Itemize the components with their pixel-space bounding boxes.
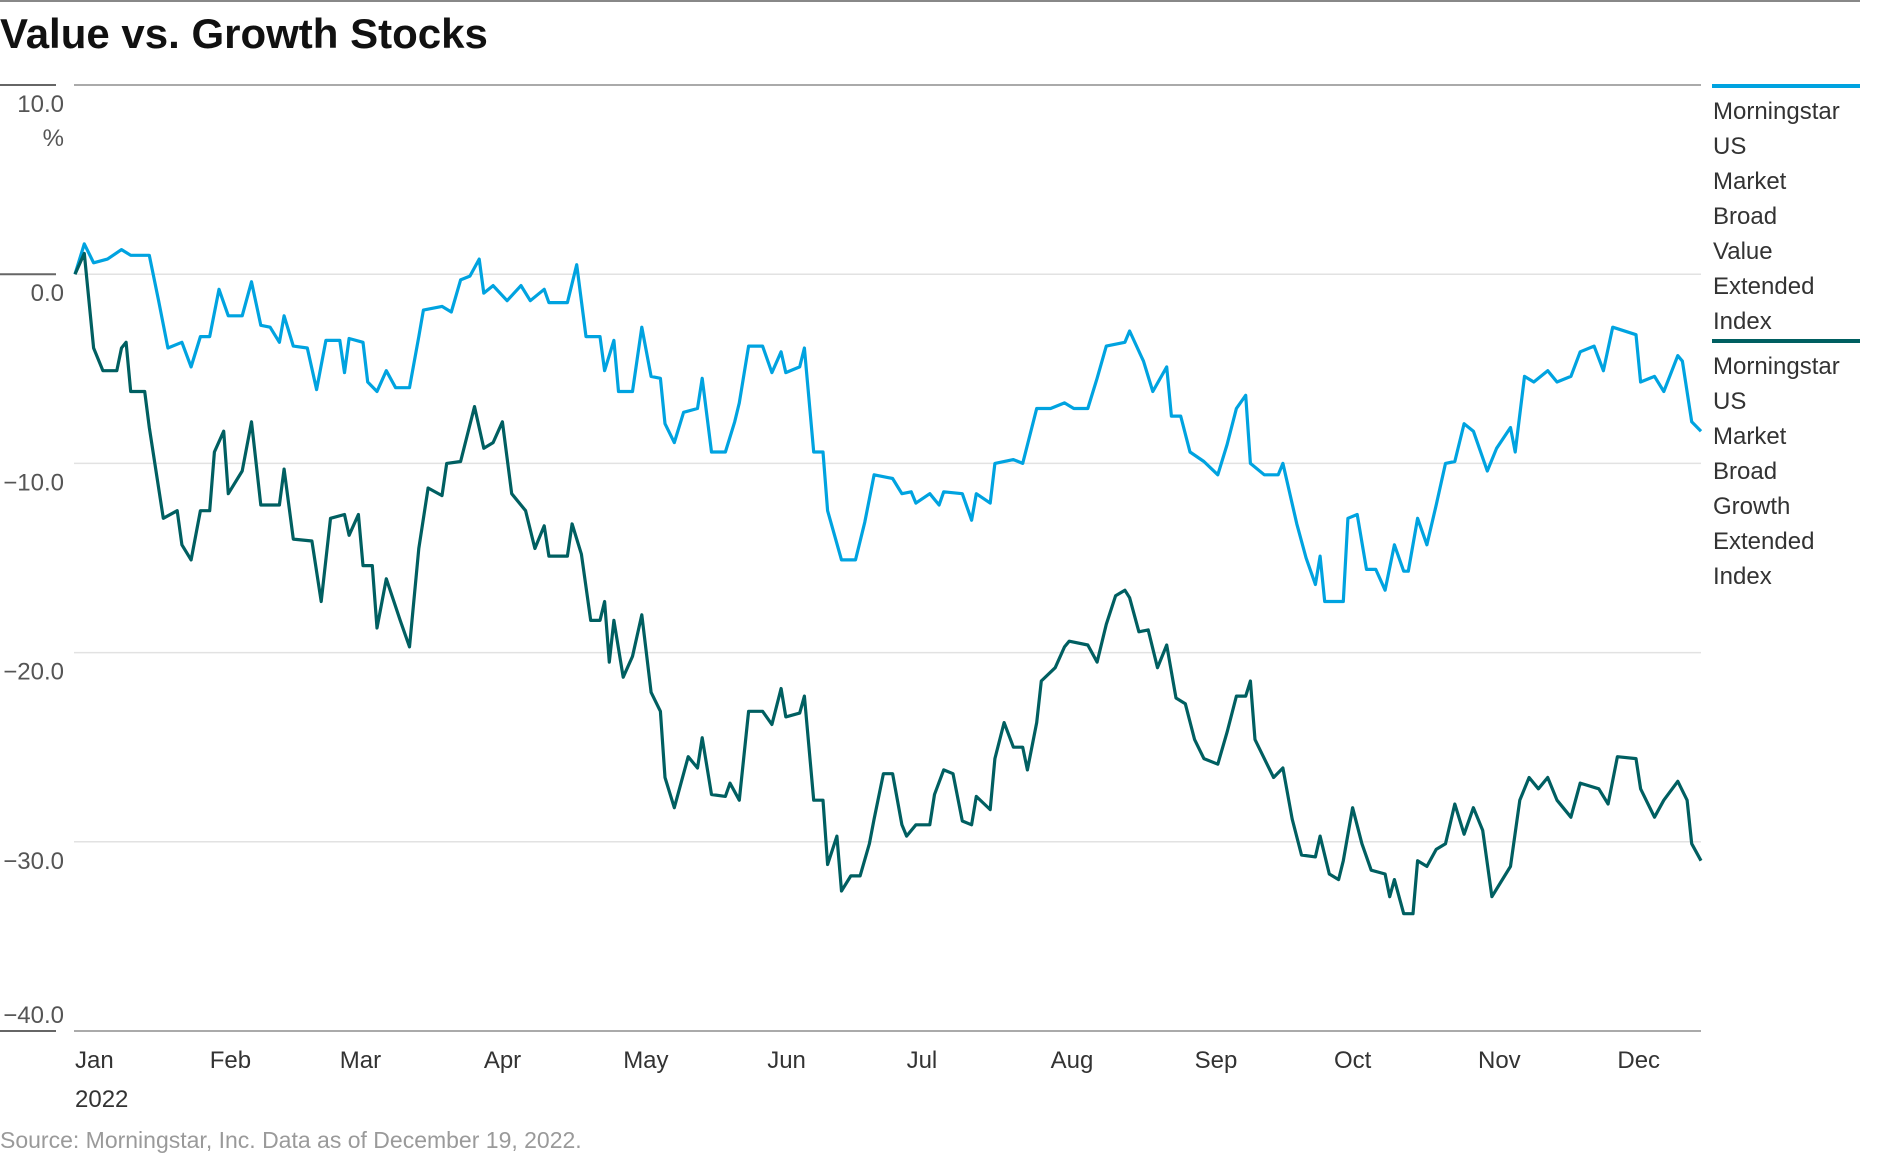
x-tick-label: Jul xyxy=(907,1047,938,1074)
x-tick-label: Apr xyxy=(484,1047,521,1074)
series-lines xyxy=(73,242,1703,916)
legend-label: Index xyxy=(1713,308,1772,335)
chart-title: Value vs. Growth Stocks xyxy=(0,10,488,57)
legend-label: Market xyxy=(1713,168,1787,195)
x-tick-label: Jun xyxy=(767,1047,806,1074)
legend-label: Growth xyxy=(1713,493,1790,520)
x-year-label: 2022 xyxy=(75,1086,128,1113)
x-axis: 2022 Jan Feb Mar Apr May Jun Jul Aug Sep Oct Nov De… xyxy=(75,1047,1660,1113)
source-note: Source: Morningstar, Inc. Data as of Dec… xyxy=(0,1127,582,1153)
series-line-growth xyxy=(73,251,1703,916)
y-tick-label: −40.0 xyxy=(3,1002,64,1029)
y-tick-label: −30.0 xyxy=(3,848,64,875)
legend-label: Market xyxy=(1713,423,1787,450)
legend-label: Extended xyxy=(1713,528,1814,555)
x-tick-label: Oct xyxy=(1334,1047,1372,1074)
x-tick-label: Nov xyxy=(1478,1047,1521,1074)
series-line-value xyxy=(73,242,1703,604)
legend-label: Broad xyxy=(1713,458,1777,485)
x-tick-label: Dec xyxy=(1617,1047,1660,1074)
y-axis: % 10.0 0.0 −10.0 −20.0 −30.0 −40.0 xyxy=(3,91,64,1029)
gridlines xyxy=(0,84,1701,1032)
x-tick-label: Jan xyxy=(75,1047,114,1074)
y-tick-label: −10.0 xyxy=(3,469,64,496)
y-tick-label: 0.0 xyxy=(31,280,64,307)
y-tick-label: −20.0 xyxy=(3,659,64,686)
x-tick-label: May xyxy=(623,1047,668,1074)
legend-label: Value xyxy=(1713,238,1773,265)
x-tick-label: Feb xyxy=(210,1047,251,1074)
legend-label: US xyxy=(1713,133,1746,160)
x-tick-label: Aug xyxy=(1051,1047,1094,1074)
y-tick-label: 10.0 xyxy=(17,91,64,118)
legend: Morningstar US Market Broad Value Extended Ind… xyxy=(1712,84,1860,590)
legend-label: US xyxy=(1713,388,1746,415)
x-tick-label: Sep xyxy=(1195,1047,1238,1074)
legend-label: Morningstar xyxy=(1713,98,1840,125)
legend-label: Extended xyxy=(1713,273,1814,300)
legend-label: Index xyxy=(1713,563,1772,590)
legend-label: Morningstar xyxy=(1713,353,1840,380)
y-unit-label: % xyxy=(43,125,64,152)
x-tick-label: Mar xyxy=(340,1047,381,1074)
legend-label: Broad xyxy=(1713,203,1777,230)
